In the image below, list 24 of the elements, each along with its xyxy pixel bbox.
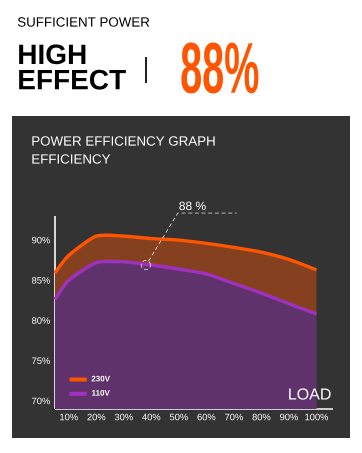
y-tick-label: 90% [32,236,50,244]
legend-label: 230V [92,376,110,382]
x-tick-label: 100% [305,414,328,420]
legend-label: 110V [92,390,110,396]
y-tick-label: 80% [32,317,50,324]
x-tick-label: 60% [198,414,216,420]
chart-title: POWER EFFICIENCY GRAPH [32,136,215,146]
y-axis-title: EFFICIENCY [32,154,110,164]
x-tick-label: 40% [142,414,160,420]
x-tick-label: 30% [114,414,133,420]
text: 88% [181,42,258,94]
x-tick-label: 20% [87,414,106,420]
x-tick-label: 90% [280,414,298,420]
text: HIGH EFFECT [19,44,126,90]
y-tick-label: 75% [32,357,50,364]
text: SUFFICIENT POWER [18,17,150,27]
x-axis-title: LOAD [289,388,331,400]
annotation: 88 % [179,202,206,210]
y-tick-label: 70% [32,398,50,404]
x-tick-label: 50% [170,414,188,420]
x-tick-label: 10% [60,414,78,420]
y-tick-label: 85% [32,277,50,284]
x-tick-label: 80% [252,414,270,420]
x-tick-label: 70% [225,414,243,420]
